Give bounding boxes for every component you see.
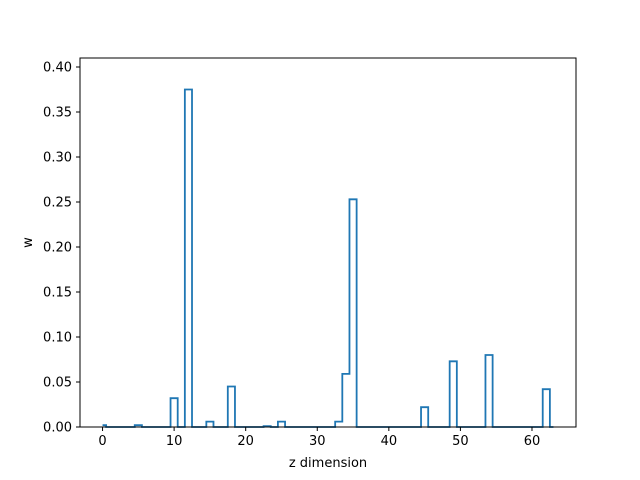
x-tick-label: 0	[98, 434, 106, 449]
y-tick-label: 0.40	[43, 61, 72, 76]
plot-marks	[102, 88, 554, 428]
x-tick-label: 40	[381, 434, 398, 449]
x-axis-ticks: 0 10 20 30 40 50 60	[98, 427, 540, 449]
y-tick-label: 0.15	[43, 286, 72, 301]
y-tick-label: 0.10	[43, 331, 72, 346]
y-tick-label: 0.35	[43, 106, 72, 121]
y-tick-label: 0.05	[43, 376, 72, 391]
x-tick-label: 10	[166, 434, 183, 449]
y-tick-label: 0.25	[43, 196, 72, 211]
x-axis-label: z dimension	[289, 456, 367, 471]
x-tick-label: 60	[524, 434, 541, 449]
series-step-line	[102, 88, 554, 428]
y-tick-label: 0.00	[43, 421, 72, 436]
y-axis-label: w	[21, 237, 36, 248]
y-tick-label: 0.30	[43, 151, 72, 166]
x-tick-label: 30	[309, 434, 326, 449]
plot-frame	[79, 57, 577, 428]
y-axis-ticks: 0.00 0.05 0.10 0.15 0.20 0.25 0.30 0.35 0.40	[43, 61, 80, 436]
x-tick-label: 20	[237, 434, 254, 449]
x-tick-label: 50	[452, 434, 469, 449]
y-tick-label: 0.20	[43, 241, 72, 256]
